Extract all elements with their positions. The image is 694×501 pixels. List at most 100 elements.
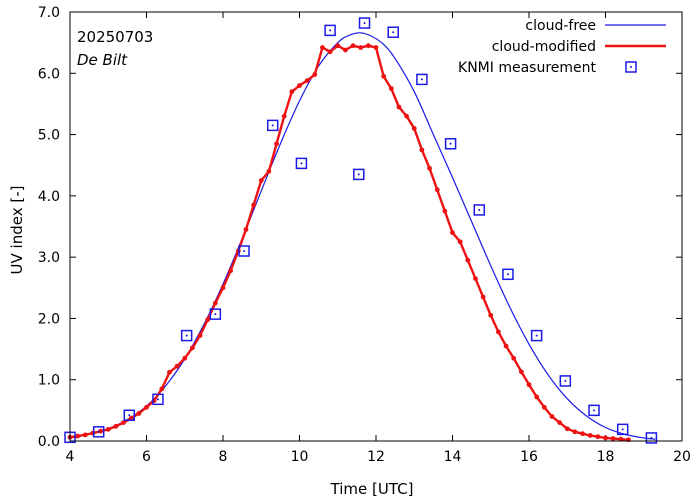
- x-tick-label: 16: [520, 449, 538, 465]
- knmi-measurement-dot: [564, 379, 567, 382]
- cloud-modified-point: [618, 436, 624, 442]
- y-tick-label: 1.0: [38, 373, 60, 389]
- cloud-modified-point: [404, 113, 409, 119]
- cloud-modified-point: [503, 343, 509, 349]
- cloud-free-line: [69, 32, 656, 440]
- knmi-measurement-dot: [329, 29, 332, 32]
- knmi-measurement-point: [473, 204, 486, 216]
- knmi-measurement-dot: [300, 162, 303, 165]
- series-cloud-modified: [67, 43, 631, 443]
- x-tick-label: 20: [673, 449, 691, 465]
- cloud-modified-point: [205, 317, 211, 323]
- cloud-modified-point: [465, 257, 471, 263]
- cloud-modified-point: [572, 429, 578, 435]
- cloud-modified-point: [228, 268, 234, 274]
- cloud-modified-point: [396, 104, 402, 110]
- knmi-measurement-dot: [128, 414, 131, 417]
- x-tick-label: 14: [444, 449, 462, 465]
- cloud-modified-point: [82, 432, 88, 438]
- cloud-modified-point: [297, 83, 302, 88]
- knmi-measurement-dot: [271, 124, 274, 127]
- cloud-modified-point: [121, 420, 126, 426]
- cloud-modified-point: [595, 434, 601, 440]
- knmi-measurement-dot: [478, 208, 481, 211]
- knmi-measurement-point: [387, 26, 399, 38]
- knmi-measurement-dot: [593, 409, 596, 412]
- knmi-measurement-dot: [357, 173, 360, 176]
- cloud-modified-point: [174, 363, 180, 369]
- x-axis-label: Time [UTC]: [330, 480, 414, 498]
- y-tick-label: 3.0: [38, 250, 60, 266]
- y-tick-label: 5.0: [38, 128, 60, 144]
- cloud-modified-point: [343, 47, 348, 53]
- plot-frame: [69, 11, 683, 442]
- x-tick-label: 4: [66, 449, 75, 465]
- knmi-measurement-dot: [420, 78, 423, 81]
- cloud-modified-point: [419, 147, 425, 153]
- x-tick-label: 6: [142, 449, 151, 465]
- cloud-modified-line: [69, 44, 629, 441]
- legend-marker-knmi-dot: [630, 66, 632, 68]
- cloud-modified-point: [182, 355, 188, 361]
- knmi-measurement-point: [502, 268, 514, 281]
- y-tick-label: 6.0: [38, 66, 60, 82]
- date-annotation: 20250703: [77, 28, 153, 46]
- knmi-measurement-point: [530, 329, 543, 342]
- cloud-modified-point: [427, 165, 432, 171]
- x-tick-label: 10: [291, 449, 309, 465]
- cloud-modified-point: [541, 404, 547, 410]
- knmi-measurement-point: [152, 393, 164, 406]
- cloud-modified-point: [220, 285, 226, 291]
- cloud-modified-point: [557, 420, 562, 426]
- legend: cloud-free cloud-modified KNMI measureme…: [458, 18, 666, 76]
- knmi-measurement-dot: [156, 398, 159, 401]
- knmi-measurement-dot: [392, 31, 395, 34]
- cloud-modified-point: [320, 45, 325, 50]
- location-annotation: De Bilt: [77, 51, 128, 69]
- cloud-modified-point: [350, 43, 356, 49]
- cloud-modified-point: [534, 394, 540, 400]
- legend-label-cloud-modified: cloud-modified: [492, 39, 596, 55]
- cloud-modified-point: [450, 230, 455, 236]
- cloud-modified-point: [136, 411, 142, 416]
- knmi-measurement-dot: [185, 334, 188, 337]
- cloud-modified-point: [480, 294, 486, 300]
- cloud-modified-point: [190, 345, 195, 351]
- knmi-measurement-point: [92, 426, 105, 438]
- cloud-modified-point: [496, 329, 501, 335]
- cloud-modified-point: [113, 423, 119, 429]
- knmi-measurement-point: [616, 423, 629, 436]
- cloud-modified-point: [587, 433, 593, 438]
- knmi-measurement-point: [444, 138, 457, 150]
- knmi-measurement-point: [123, 409, 136, 422]
- series-cloud-free: [69, 32, 656, 440]
- cloud-modified-point: [167, 369, 172, 375]
- cloud-modified-point: [197, 333, 203, 338]
- cloud-modified-point: [518, 369, 524, 375]
- knmi-measurement-point: [559, 375, 572, 387]
- knmi-measurement-dot: [449, 142, 452, 145]
- cloud-modified-point: [304, 78, 310, 84]
- cloud-modified-point: [144, 404, 149, 410]
- knmi-measurement-dot: [650, 436, 653, 439]
- cloud-modified-point: [488, 312, 494, 318]
- cloud-modified-point: [105, 426, 111, 432]
- cloud-modified-point: [75, 433, 81, 439]
- y-tick-labels: 0.0 1.0 2.0 3.0 4.0 5.0 6.0 7.0: [38, 5, 60, 450]
- cloud-modified-point: [526, 382, 532, 388]
- cloud-modified-point: [473, 276, 478, 281]
- x-tick-label: 18: [597, 449, 615, 465]
- knmi-measurement-point: [295, 157, 308, 170]
- knmi-measurement-dot: [243, 250, 246, 253]
- cloud-modified-point: [159, 386, 165, 392]
- knmi-measurement-point: [209, 308, 222, 320]
- legend-label-knmi: KNMI measurement: [458, 60, 596, 76]
- cloud-modified-point: [434, 187, 440, 193]
- cloud-modified-point: [281, 113, 287, 119]
- cloud-modified-point: [335, 43, 341, 49]
- knmi-measurement-point: [645, 432, 658, 444]
- cloud-modified-point: [610, 436, 616, 441]
- cloud-modified-point: [549, 414, 555, 419]
- knmi-measurement-point: [266, 119, 279, 132]
